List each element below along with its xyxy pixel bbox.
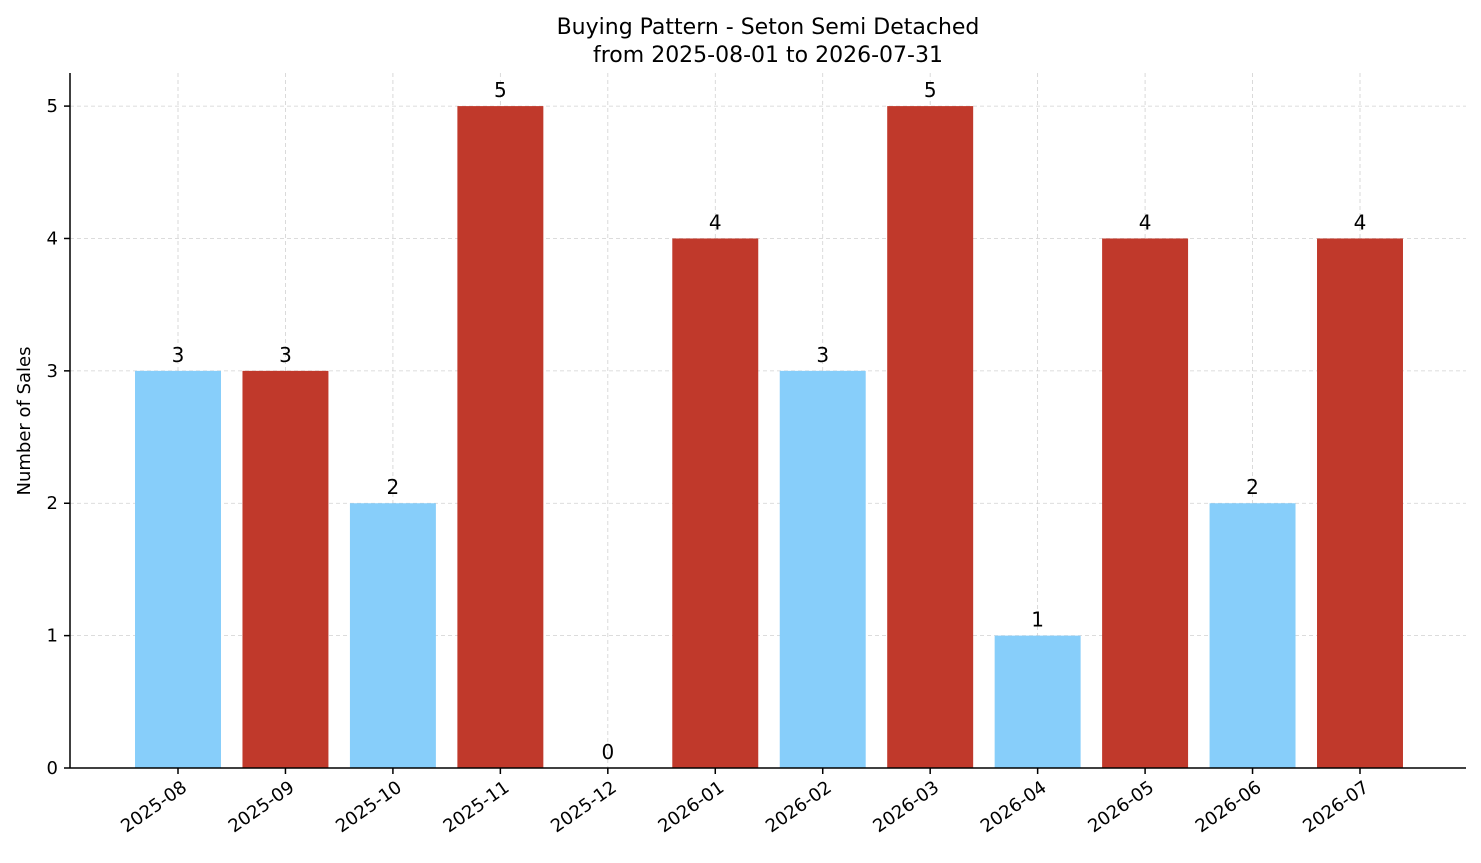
bar: [135, 370, 221, 768]
bar-value-label: 4: [1139, 210, 1152, 234]
bar-value-label: 4: [709, 210, 722, 234]
y-tick-label: 4: [47, 228, 58, 249]
bar-value-label: 0: [601, 740, 614, 764]
x-tick-label: 2026-01: [654, 777, 728, 837]
bar-value-label: 4: [1354, 210, 1367, 234]
y-tick-label: 5: [47, 96, 58, 117]
bar: [1102, 238, 1189, 768]
y-tick-label: 0: [47, 758, 58, 779]
x-tick-label: 2025-10: [332, 777, 406, 837]
chart-title: Buying Pattern - Seton Semi Detached: [557, 15, 980, 40]
data-labels-layer: 3 3 2 5 0 4 3 5 1 4 2 4: [172, 78, 1367, 764]
y-tick-label: 2: [47, 493, 58, 514]
axes-layer: [69, 73, 1466, 769]
x-tick-label: 2026-04: [977, 777, 1051, 837]
x-tick-label: 2026-07: [1299, 777, 1373, 837]
bar-value-label: 3: [172, 343, 185, 367]
x-tick-label: 2025-09: [225, 777, 299, 837]
bar: [779, 370, 866, 768]
bar-value-label: 2: [1246, 475, 1259, 499]
bar-value-label: 3: [279, 343, 292, 367]
bar-value-label: 5: [494, 78, 507, 102]
chart-subtitle: from 2025-08-01 to 2026-07-31: [593, 43, 943, 68]
bar: [349, 503, 436, 768]
y-axis-label: Number of Sales: [14, 346, 35, 495]
bar: [1209, 503, 1296, 768]
bar-value-label: 1: [1031, 608, 1044, 632]
bar: [994, 635, 1081, 768]
bar: [242, 370, 329, 768]
y-tick-label: 1: [47, 626, 58, 647]
x-tick-label: 2026-02: [762, 777, 836, 837]
x-tick-label: 2026-05: [1084, 777, 1158, 837]
bar: [457, 106, 544, 769]
x-tick-label: 2025-11: [440, 777, 514, 837]
bar: [887, 106, 974, 769]
y-tick-label: 3: [47, 361, 58, 382]
bar-value-label: 2: [387, 475, 400, 499]
x-tick-label: 2025-08: [117, 777, 191, 837]
x-tick-label: 2025-12: [547, 777, 621, 837]
bar-value-label: 3: [816, 343, 829, 367]
x-tick-label: 2026-06: [1192, 777, 1266, 837]
x-tick-label: 2026-03: [869, 777, 943, 837]
bars-layer: [135, 106, 1403, 769]
bar: [672, 238, 759, 768]
bar: [1317, 238, 1403, 768]
bar-value-label: 5: [924, 78, 937, 102]
